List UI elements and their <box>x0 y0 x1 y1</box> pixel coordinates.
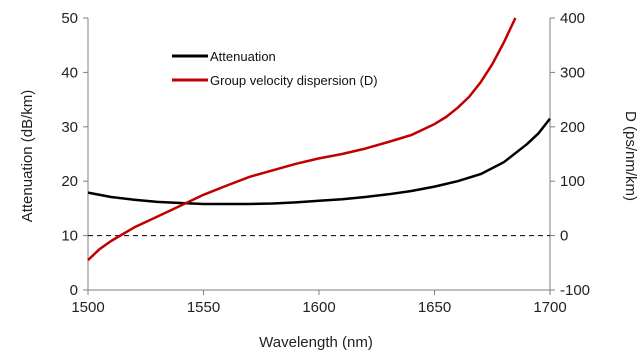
y-tick-label: 30 <box>61 119 78 136</box>
y2-tick-label: 200 <box>560 119 585 136</box>
y2-tick-label: 400 <box>560 10 585 27</box>
x-tick-label: 1700 <box>533 299 566 316</box>
plot-area <box>87 17 551 262</box>
x-tick-label: 1550 <box>187 299 220 316</box>
tick-labels: 1500 1550 1600 1650 1700 0 10 20 30 40 50 -100 0 100 2… <box>61 10 590 316</box>
y-tick-label: 50 <box>61 10 78 27</box>
y2-tick-label: -100 <box>560 282 590 299</box>
y2-tick-label: 100 <box>560 173 585 190</box>
x-tick-label: 1650 <box>418 299 451 316</box>
y2-axis-label: D (ps/nm/km) <box>622 111 639 201</box>
dispersion-series-line <box>87 17 517 262</box>
y-tick-label: 0 <box>70 282 78 299</box>
x-tick-label: 1600 <box>302 299 335 316</box>
legend: Attenuation Group velocity dispersion (D) <box>172 49 378 88</box>
y2-tick-label: 0 <box>560 228 568 245</box>
x-axis-label: Wavelength (nm) <box>259 334 373 351</box>
y-tick-label: 40 <box>61 64 78 81</box>
axes <box>83 17 555 295</box>
legend-label: Group velocity dispersion (D) <box>210 73 378 88</box>
y-tick-label: 20 <box>61 173 78 190</box>
legend-label: Attenuation <box>210 49 276 64</box>
attenuation-series-line <box>87 117 551 206</box>
y-axis-label: Attenuation (dB/km) <box>19 90 36 223</box>
y-tick-label: 10 <box>61 228 78 245</box>
y2-tick-label: 300 <box>560 64 585 81</box>
x-tick-label: 1500 <box>71 299 104 316</box>
